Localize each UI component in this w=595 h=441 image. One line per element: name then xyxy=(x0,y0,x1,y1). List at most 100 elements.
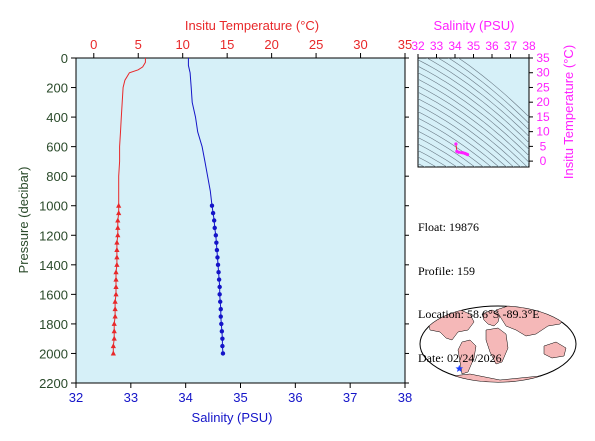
density-contour xyxy=(418,143,458,167)
salinity-point xyxy=(213,233,219,238)
ts-right-tick-label: 0 xyxy=(540,154,547,168)
ts-point xyxy=(457,150,461,154)
density-contour xyxy=(418,72,529,157)
temperature-point xyxy=(113,269,119,275)
y-tick-label: 800 xyxy=(46,169,68,184)
ts-plot-area xyxy=(417,57,530,168)
ts-top-tick-label: 32 xyxy=(411,39,425,53)
y-tick-label: 0 xyxy=(61,51,68,66)
temperature-point xyxy=(112,306,118,312)
salinity-point xyxy=(214,240,219,245)
density-contour xyxy=(418,104,507,167)
y-tick-label: 200 xyxy=(46,81,68,96)
density-contour xyxy=(418,85,528,167)
salinity-point xyxy=(218,306,223,312)
ts-right-tick-label: 25 xyxy=(536,80,550,94)
density-contour xyxy=(418,124,484,167)
float-location-star xyxy=(455,364,464,372)
ts-top-tick-label: 38 xyxy=(522,39,536,53)
ts-point xyxy=(454,142,458,146)
density-contour xyxy=(437,58,529,131)
float-location: Location: 58.6°S -89.3°E xyxy=(418,307,540,321)
y-tick-label: 2200 xyxy=(39,376,68,391)
temperature-point xyxy=(115,217,121,223)
density-contour xyxy=(448,58,529,124)
top-tick-label: 30 xyxy=(353,37,367,52)
bottom-tick-label: 33 xyxy=(124,390,138,405)
density-contour xyxy=(418,117,492,167)
bottom-tick-label: 34 xyxy=(178,390,192,405)
salinity-point xyxy=(218,299,223,304)
ts-right-tick-label: 35 xyxy=(536,51,550,65)
salinity-point xyxy=(216,270,221,275)
temperature-point xyxy=(114,261,120,267)
salinity-point xyxy=(215,255,220,260)
ts-top-tick-label: 37 xyxy=(504,39,518,53)
temperature-point xyxy=(112,298,118,304)
salinity-point xyxy=(210,210,216,216)
top-tick-label: 5 xyxy=(135,37,142,52)
profile-plot-area xyxy=(75,57,406,384)
density-contour xyxy=(418,65,529,150)
bottom-tick-label: 35 xyxy=(233,390,247,405)
salinity-point xyxy=(215,262,221,268)
ts-top-tick-label: 35 xyxy=(467,39,481,53)
density-contour xyxy=(418,130,476,167)
y-tick-label: 1000 xyxy=(39,199,68,214)
ts-top-axis-label: Salinity (PSU) xyxy=(434,18,515,33)
ts-right-tick-label: 5 xyxy=(540,139,547,153)
top-tick-label: 20 xyxy=(264,37,278,52)
temperature-point xyxy=(116,202,122,208)
ts-top-tick-label: 34 xyxy=(448,39,462,53)
top-axis-label: Insitu Temperature (°C) xyxy=(185,18,319,33)
density-contour xyxy=(418,111,500,167)
y-axis-label: Pressure (decibar) xyxy=(16,167,31,274)
temperature-point xyxy=(110,343,116,349)
temperature-point xyxy=(115,232,121,238)
salinity-point xyxy=(216,277,222,282)
temperature-point xyxy=(114,247,120,253)
ts-top-tick-label: 33 xyxy=(430,39,444,53)
float-info: Float: 19876 Profile: 159 Location: 58.6… xyxy=(418,191,540,380)
density-contour xyxy=(418,150,448,167)
temperature-point xyxy=(114,239,120,245)
temperature-point xyxy=(110,350,116,356)
bottom-tick-label: 32 xyxy=(69,390,83,405)
top-tick-label: 0 xyxy=(90,37,97,52)
temperature-point xyxy=(111,320,117,326)
ts-right-axis-label: Insitu Temperature (°C) xyxy=(561,45,576,179)
top-tick-label: 15 xyxy=(220,37,234,52)
ts-right-tick-label: 30 xyxy=(536,66,550,80)
top-tick-label: 25 xyxy=(309,37,323,52)
salinity-point xyxy=(214,247,220,253)
y-tick-label: 600 xyxy=(46,140,68,155)
y-tick-label: 1600 xyxy=(39,287,68,302)
temperature-point xyxy=(113,276,119,282)
bottom-tick-label: 37 xyxy=(343,390,357,405)
ts-data xyxy=(454,142,470,157)
y-tick-label: 400 xyxy=(46,110,68,125)
salinity-point xyxy=(209,203,215,208)
bottom-axis-label: Salinity (PSU) xyxy=(192,410,273,425)
ts-right-tick-label: 15 xyxy=(536,110,550,124)
density-contour xyxy=(418,59,529,144)
ts-point xyxy=(465,153,470,157)
y-tick-label: 1400 xyxy=(39,258,68,273)
profile-axes: 0200400600800100012001400160018002000220… xyxy=(39,37,412,405)
temperature-point xyxy=(114,254,120,260)
temperature-point xyxy=(113,283,119,289)
ts-density-contours xyxy=(418,58,529,167)
density-contour xyxy=(457,58,529,118)
profile-panel: 0200400600800100012001400160018002000220… xyxy=(16,18,412,425)
salinity-point xyxy=(211,218,217,223)
ts-top-tick-label: 36 xyxy=(485,39,499,53)
profile-number: Profile: 159 xyxy=(418,263,475,278)
ts-right-tick-label: 20 xyxy=(536,95,550,109)
temperature-point xyxy=(111,335,117,341)
profile-markers xyxy=(110,202,226,356)
salinity-point xyxy=(218,314,223,319)
y-tick-label: 2000 xyxy=(39,346,68,361)
temperature-point xyxy=(111,328,117,334)
